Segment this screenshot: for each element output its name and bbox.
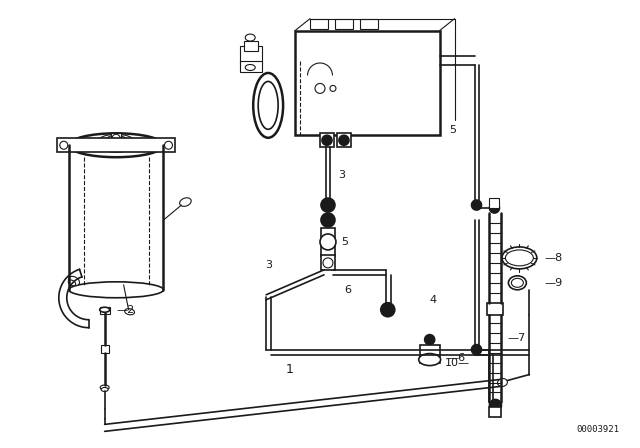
Ellipse shape (506, 250, 533, 266)
Text: —9: —9 (544, 278, 563, 288)
Circle shape (472, 200, 481, 210)
Circle shape (320, 234, 336, 250)
Bar (244, 41, 258, 51)
Bar (111, 134, 121, 141)
Ellipse shape (419, 353, 440, 366)
Circle shape (472, 345, 481, 355)
Ellipse shape (101, 388, 108, 392)
Circle shape (339, 135, 349, 145)
Text: —8: —8 (544, 253, 563, 263)
Bar (320, 134, 334, 147)
Bar (360, 19, 378, 29)
Circle shape (322, 135, 332, 145)
Bar (100, 307, 109, 314)
Bar (490, 407, 501, 418)
Bar (490, 198, 499, 208)
Text: —2: —2 (116, 305, 135, 315)
Bar (488, 303, 504, 314)
Circle shape (490, 203, 499, 213)
Ellipse shape (68, 134, 163, 157)
Bar (100, 345, 109, 353)
Text: —7: —7 (508, 333, 525, 343)
Circle shape (60, 141, 68, 149)
Bar (321, 228, 335, 256)
Bar (295, 30, 440, 135)
Bar (57, 138, 175, 152)
Ellipse shape (100, 307, 109, 312)
Bar (337, 134, 351, 147)
Bar (310, 19, 328, 29)
Ellipse shape (68, 276, 79, 285)
Circle shape (112, 134, 120, 142)
Text: 5: 5 (341, 237, 348, 247)
Ellipse shape (502, 247, 537, 269)
Bar (335, 19, 353, 29)
Ellipse shape (100, 385, 109, 390)
Circle shape (490, 400, 501, 411)
Text: 5: 5 (449, 125, 456, 135)
Circle shape (321, 198, 335, 212)
Ellipse shape (245, 65, 255, 70)
Ellipse shape (96, 134, 136, 152)
Text: —6: —6 (447, 353, 466, 362)
Ellipse shape (125, 309, 134, 315)
Text: 00003921: 00003921 (576, 425, 619, 435)
Circle shape (425, 335, 435, 345)
Text: 3: 3 (265, 260, 272, 270)
Circle shape (321, 213, 335, 227)
Ellipse shape (253, 73, 283, 138)
Text: 6: 6 (344, 285, 351, 295)
Circle shape (164, 141, 172, 149)
Ellipse shape (497, 379, 508, 387)
Ellipse shape (68, 280, 76, 286)
Ellipse shape (511, 278, 524, 287)
Text: 3: 3 (338, 170, 345, 180)
Text: 10—: 10— (444, 358, 470, 367)
Bar (321, 255, 335, 270)
Ellipse shape (245, 34, 255, 41)
Bar (240, 46, 262, 64)
Ellipse shape (508, 276, 526, 290)
Circle shape (381, 303, 395, 317)
Bar (420, 345, 440, 362)
Circle shape (323, 258, 333, 268)
Ellipse shape (258, 82, 278, 129)
Ellipse shape (180, 198, 191, 207)
Ellipse shape (68, 282, 163, 298)
Text: 1: 1 (286, 363, 294, 376)
Circle shape (330, 86, 336, 91)
Bar (240, 60, 262, 73)
Ellipse shape (105, 135, 127, 147)
Circle shape (315, 83, 325, 93)
Text: 4: 4 (429, 295, 436, 305)
